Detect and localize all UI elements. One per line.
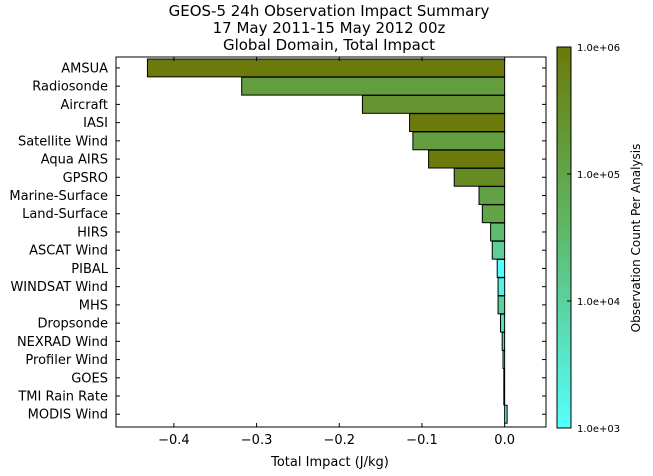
y-tick-label: Aircraft <box>61 98 108 113</box>
x-axis: −0.4 −0.3 −0.2 −0.1 0.0 <box>158 57 515 448</box>
x-tick-label: −0.2 <box>323 433 355 448</box>
bar-aqua-airs <box>428 149 506 169</box>
colorbar-gradient <box>556 46 572 429</box>
y-tick-label: IASI <box>83 116 108 131</box>
bar-tmi-rain-rate <box>503 386 506 406</box>
bar-nexrad-wind <box>501 331 506 351</box>
bar-modis-wind <box>504 404 508 424</box>
bar-marine-surface <box>478 186 506 205</box>
y-tick-label: AMSUA <box>61 61 108 76</box>
bar-land-surface <box>481 204 506 224</box>
x-tick-label: 0.0 <box>494 433 515 448</box>
y-tick-label: NEXRAD Wind <box>17 335 108 350</box>
colorbar-label: Observation Count Per Analysis <box>629 144 643 333</box>
bar-aircraft <box>361 94 506 114</box>
title-line-2: 17 May 2011-15 May 2012 00z <box>213 19 446 37</box>
y-tick-label: MODIS Wind <box>28 408 108 423</box>
bar-mhs <box>497 295 506 315</box>
bar-dropsonde <box>500 313 506 333</box>
y-tick-label: GPSRO <box>63 171 108 186</box>
y-tick-label: Profiler Wind <box>25 353 108 368</box>
bar-amsua <box>146 58 506 78</box>
y-tick-label: ASCAT Wind <box>29 244 108 259</box>
y-tick-label: PIBAL <box>71 262 108 277</box>
x-tick-label: −0.1 <box>406 433 438 448</box>
y-tick-label: GOES <box>71 371 108 386</box>
y-tick-label: Radiosonde <box>32 80 108 95</box>
bar-hirs <box>490 222 506 242</box>
x-axis-label: Total Impact (J/kg) <box>270 455 389 470</box>
colorbar-tick-label: 1.0e+05 <box>577 170 620 181</box>
y-axis: AMSUA Radiosonde Aircraft IASI Satellite Win… <box>9 61 546 423</box>
bar-gpsro <box>453 167 506 187</box>
bar-ascat-wind <box>491 240 506 260</box>
colorbar-tick-label: 1.0e+06 <box>577 43 620 54</box>
bar-profiler-wind <box>502 350 506 369</box>
bars <box>146 58 508 424</box>
bar-windsat-wind <box>497 277 506 297</box>
y-tick-label: TMI Rain Rate <box>17 390 108 405</box>
title-line-3: Global Domain, Total Impact <box>223 36 435 54</box>
y-tick-label: Land-Surface <box>22 207 108 222</box>
colorbar-tick-label: 1.0e+03 <box>577 424 620 435</box>
y-tick-label: Marine-Surface <box>9 189 108 204</box>
plot-frame <box>115 56 547 428</box>
bar-iasi <box>409 113 506 133</box>
y-tick-label: HIRS <box>77 225 108 240</box>
bar-goes <box>503 368 506 388</box>
y-tick-label: Dropsonde <box>38 317 109 332</box>
y-tick-label: MHS <box>79 298 108 313</box>
bar-satellite-wind <box>412 131 506 151</box>
bar-pibal <box>496 259 506 278</box>
y-tick-label: Satellite Wind <box>18 134 108 149</box>
title-line-1: GEOS-5 24h Observation Impact Summary <box>169 2 490 20</box>
x-tick-label: −0.4 <box>158 433 190 448</box>
y-tick-label: Aqua AIRS <box>41 153 108 168</box>
colorbar-tick-label: 1.0e+04 <box>577 297 620 308</box>
y-tick-label: WINDSAT Wind <box>10 280 108 295</box>
x-tick-label: −0.3 <box>241 433 273 448</box>
chart-title: GEOS-5 24h Observation Impact Summary 17… <box>169 2 490 54</box>
colorbar: 1.0e+06 1.0e+05 1.0e+04 1.0e+03 Observation… <box>556 43 643 435</box>
bar-radiosonde <box>241 76 506 96</box>
